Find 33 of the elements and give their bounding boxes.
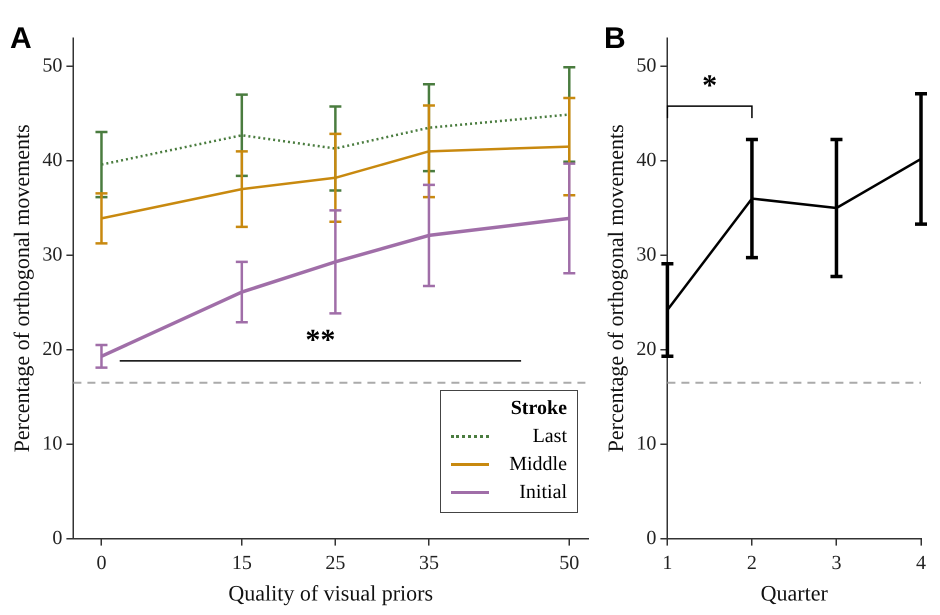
annotation: * <box>702 68 718 102</box>
y-axis-title: Percentage of orthogonal movements <box>602 124 628 452</box>
y-tick-label: 50 <box>636 54 656 77</box>
legend-label: Initial <box>519 480 567 504</box>
y-tick-label: 10 <box>636 432 656 454</box>
annotation: ** <box>305 324 336 357</box>
y-tick-label: 30 <box>636 243 656 266</box>
chart-title: B <box>604 22 626 56</box>
y-tick-label: 10 <box>42 432 62 454</box>
x-axis-title: Quarter <box>760 580 828 606</box>
y-tick-label: 40 <box>42 149 62 172</box>
y-tick-label: 0 <box>52 526 62 549</box>
legend-label: Middle <box>509 452 567 476</box>
y-axis-title: Percentage of orthogonal movements <box>8 124 34 452</box>
x-tick-label: 2 <box>746 552 757 574</box>
legend-label: Last <box>532 424 567 448</box>
legend-title: Stroke <box>510 397 567 420</box>
y-tick-label: 40 <box>636 149 656 172</box>
chart-title: A <box>10 22 32 56</box>
x-tick-label: 35 <box>418 552 439 574</box>
x-tick-label: 3 <box>831 552 842 574</box>
y-tick-label: 0 <box>646 526 656 549</box>
x-tick-label: 25 <box>325 552 346 574</box>
x-tick-label: 4 <box>916 552 926 574</box>
x-tick-label: 0 <box>96 552 106 574</box>
y-tick-label: 50 <box>42 54 62 77</box>
y-tick-label: 20 <box>636 338 656 360</box>
x-tick-label: 15 <box>232 552 252 574</box>
x-axis-title: Quality of visual priors <box>228 580 434 606</box>
y-tick-label: 20 <box>42 338 62 360</box>
x-tick-label: 1 <box>662 552 672 574</box>
x-tick-label: 50 <box>559 552 580 574</box>
y-tick-label: 30 <box>42 243 62 266</box>
